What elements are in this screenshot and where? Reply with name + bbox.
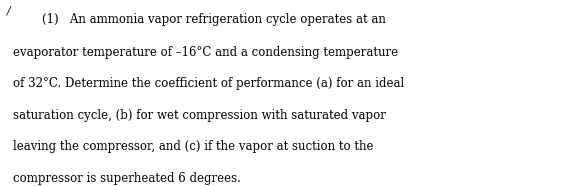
Text: evaporator temperature of –16°C and a condensing temperature: evaporator temperature of –16°C and a co… <box>13 46 398 59</box>
Text: compressor is superheated 6 degrees.: compressor is superheated 6 degrees. <box>13 172 241 185</box>
Text: /: / <box>7 6 10 16</box>
Text: of 32°C. Determine the coefficient of performance (a) for an ideal: of 32°C. Determine the coefficient of pe… <box>13 77 404 90</box>
Text: leaving the compressor, and (c) if the vapor at suction to the: leaving the compressor, and (c) if the v… <box>13 140 373 153</box>
Text: (1)   An ammonia vapor refrigeration cycle operates at an: (1) An ammonia vapor refrigeration cycle… <box>42 13 385 26</box>
Text: saturation cycle, (b) for wet compression with saturated vapor: saturation cycle, (b) for wet compressio… <box>13 109 385 122</box>
